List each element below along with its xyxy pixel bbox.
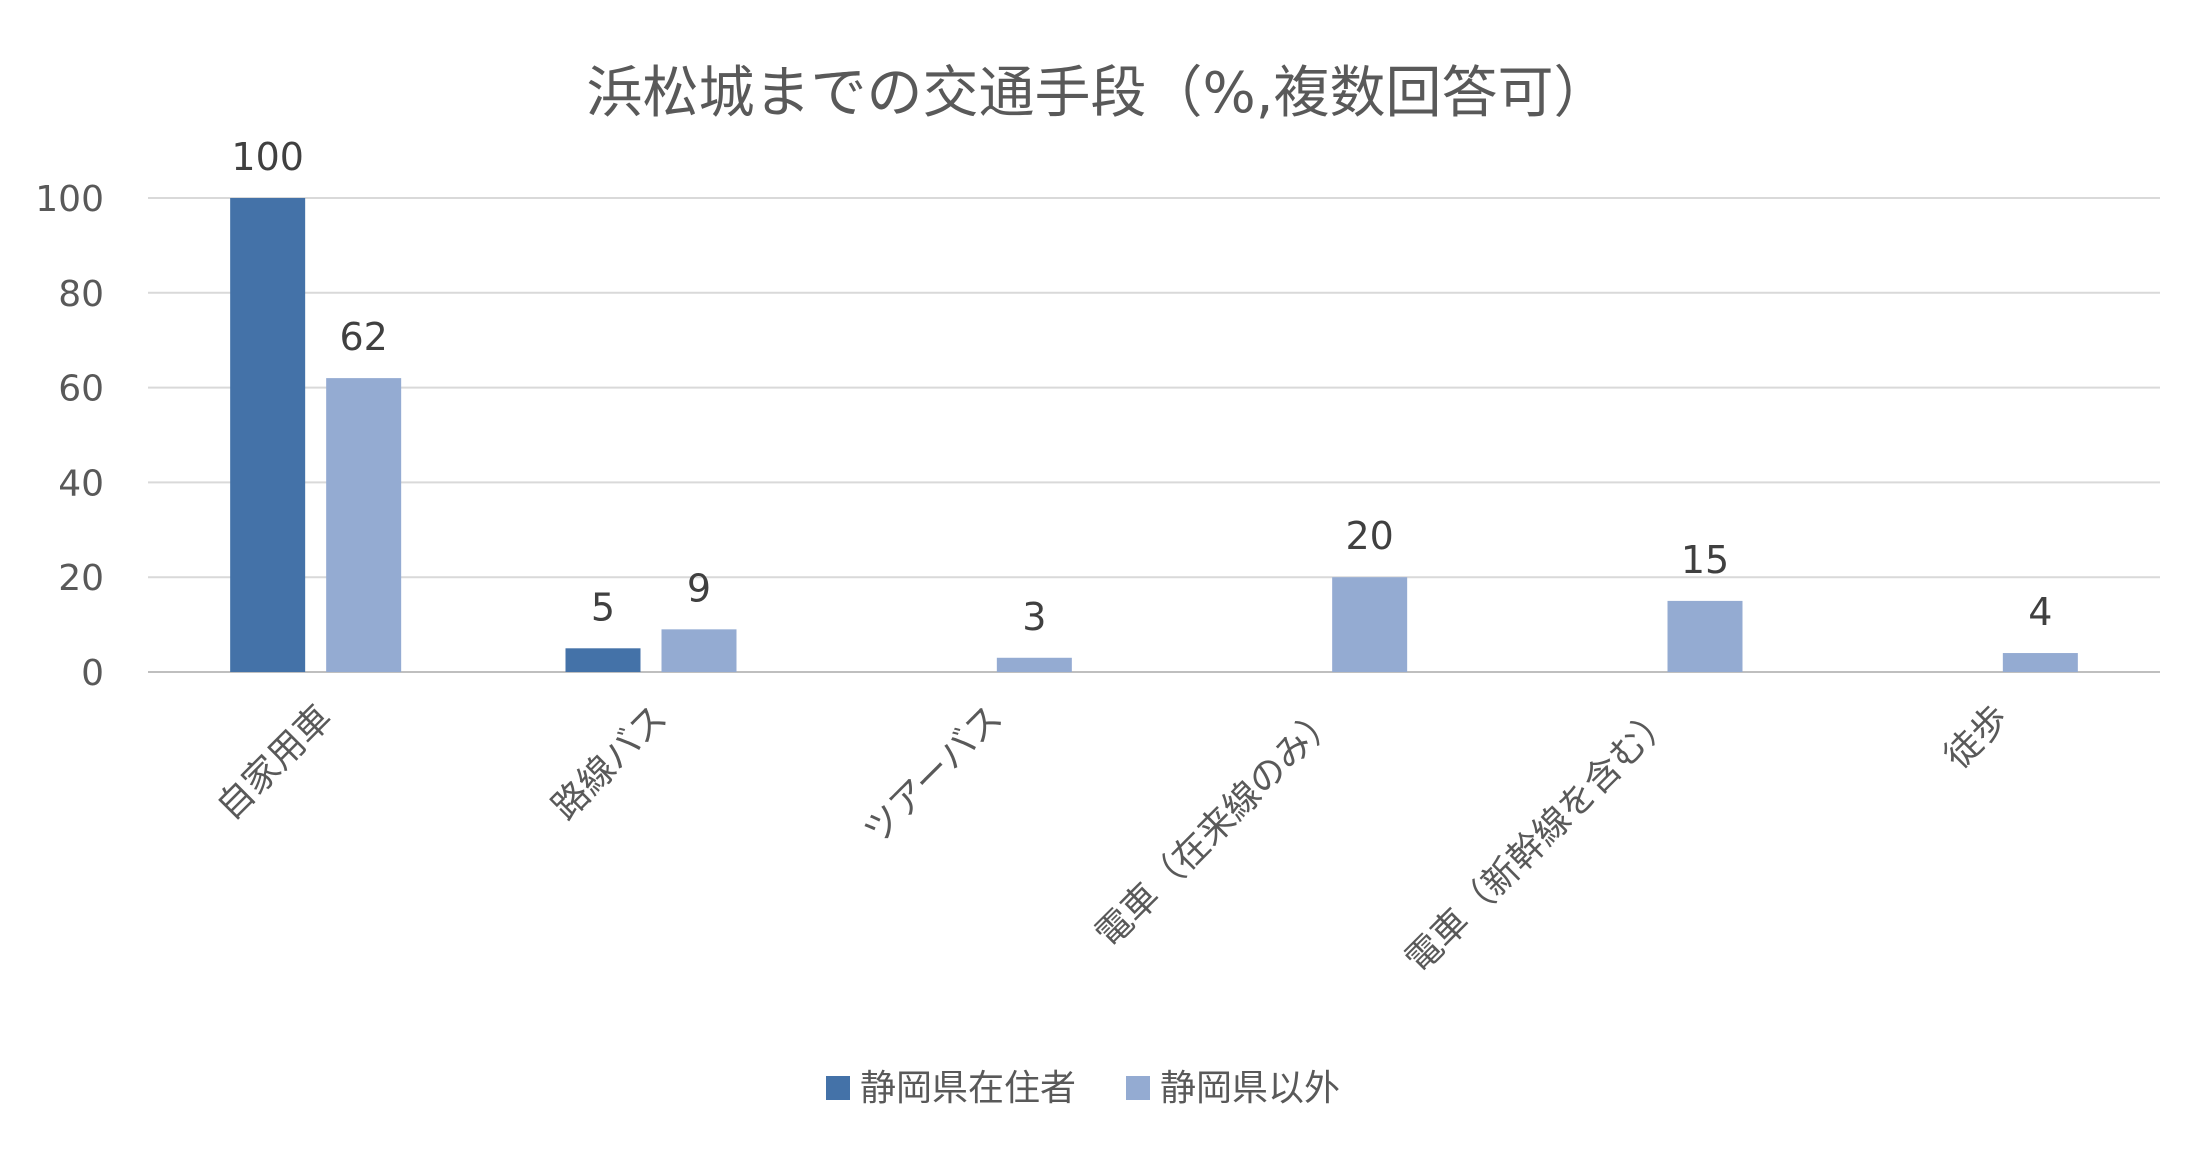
y-tick-label: 40: [58, 463, 104, 504]
legend-label: 静岡県以外: [1160, 1068, 1340, 1109]
data-label: 15: [1681, 538, 1729, 582]
y-tick-label: 0: [81, 653, 104, 694]
bar-outside-shizuoka: [996, 657, 1072, 672]
bars: [230, 198, 2078, 672]
x-category-label: 電車（在来線のみ）: [1088, 697, 1346, 955]
x-category-label: ツアーバス: [856, 697, 1010, 851]
bar-outside-shizuoka: [1667, 600, 1743, 672]
data-label: 5: [591, 585, 615, 629]
legend: 静岡県在住者 静岡県以外: [826, 1068, 1340, 1109]
bar-outside-shizuoka: [661, 629, 737, 672]
data-label: 3: [1022, 595, 1046, 639]
y-axis-ticks: 0 20 40 60 80 100: [35, 179, 104, 694]
bar-outside-shizuoka: [326, 378, 402, 672]
gridlines: [148, 197, 2160, 673]
x-category-label: 徒歩: [1937, 697, 2017, 777]
chart-title: 浜松城までの交通手段（%,複数回答可）: [586, 61, 1609, 126]
data-label: 9: [687, 566, 711, 610]
x-category-label: 電車（新幹線を含む）: [1398, 697, 1682, 981]
legend-swatch: [826, 1076, 850, 1100]
data-label: 20: [1345, 514, 1393, 558]
legend-swatch: [1126, 1076, 1150, 1100]
y-tick-label: 20: [58, 558, 104, 599]
bar-shizuoka-resident: [565, 648, 641, 672]
bar-shizuoka-resident: [230, 198, 306, 672]
data-label: 4: [2028, 590, 2052, 634]
bar-outside-shizuoka: [1332, 577, 1408, 672]
legend-label: 静岡県在住者: [860, 1068, 1076, 1109]
y-tick-label: 80: [58, 274, 104, 315]
y-tick-label: 100: [35, 179, 104, 220]
x-axis-categories: 自家用車 路線バス ツアーバス 電車（在来線のみ） 電車（新幹線を含む） 徒歩: [209, 697, 2016, 981]
data-label: 100: [231, 135, 304, 179]
y-tick-label: 60: [58, 369, 104, 410]
x-category-label: 路線バス: [545, 697, 676, 828]
data-label: 62: [339, 315, 387, 359]
x-category-label: 自家用車: [209, 697, 340, 828]
bar-outside-shizuoka: [2002, 653, 2078, 672]
data-labels: 100 62 5 9 3 20 15 4: [231, 135, 2052, 639]
